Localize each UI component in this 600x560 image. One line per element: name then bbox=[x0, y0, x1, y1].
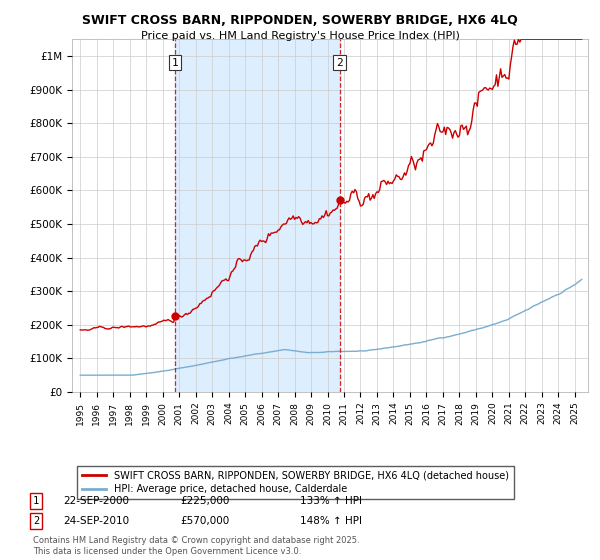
Text: £570,000: £570,000 bbox=[180, 516, 229, 526]
Legend: SWIFT CROSS BARN, RIPPONDEN, SOWERBY BRIDGE, HX6 4LQ (detached house), HPI: Aver: SWIFT CROSS BARN, RIPPONDEN, SOWERBY BRI… bbox=[77, 466, 514, 500]
Text: 24-SEP-2010: 24-SEP-2010 bbox=[63, 516, 129, 526]
Text: 1: 1 bbox=[33, 496, 39, 506]
Text: 2: 2 bbox=[33, 516, 39, 526]
Text: 1: 1 bbox=[172, 58, 178, 68]
Text: SWIFT CROSS BARN, RIPPONDEN, SOWERBY BRIDGE, HX6 4LQ: SWIFT CROSS BARN, RIPPONDEN, SOWERBY BRI… bbox=[82, 14, 518, 27]
Text: Price paid vs. HM Land Registry's House Price Index (HPI): Price paid vs. HM Land Registry's House … bbox=[140, 31, 460, 41]
Text: 133% ↑ HPI: 133% ↑ HPI bbox=[300, 496, 362, 506]
Text: Contains HM Land Registry data © Crown copyright and database right 2025.
This d: Contains HM Land Registry data © Crown c… bbox=[33, 536, 359, 556]
Text: 22-SEP-2000: 22-SEP-2000 bbox=[63, 496, 129, 506]
Text: 2: 2 bbox=[336, 58, 343, 68]
Text: £225,000: £225,000 bbox=[180, 496, 229, 506]
Bar bbox=[175, 39, 340, 392]
Text: 148% ↑ HPI: 148% ↑ HPI bbox=[300, 516, 362, 526]
